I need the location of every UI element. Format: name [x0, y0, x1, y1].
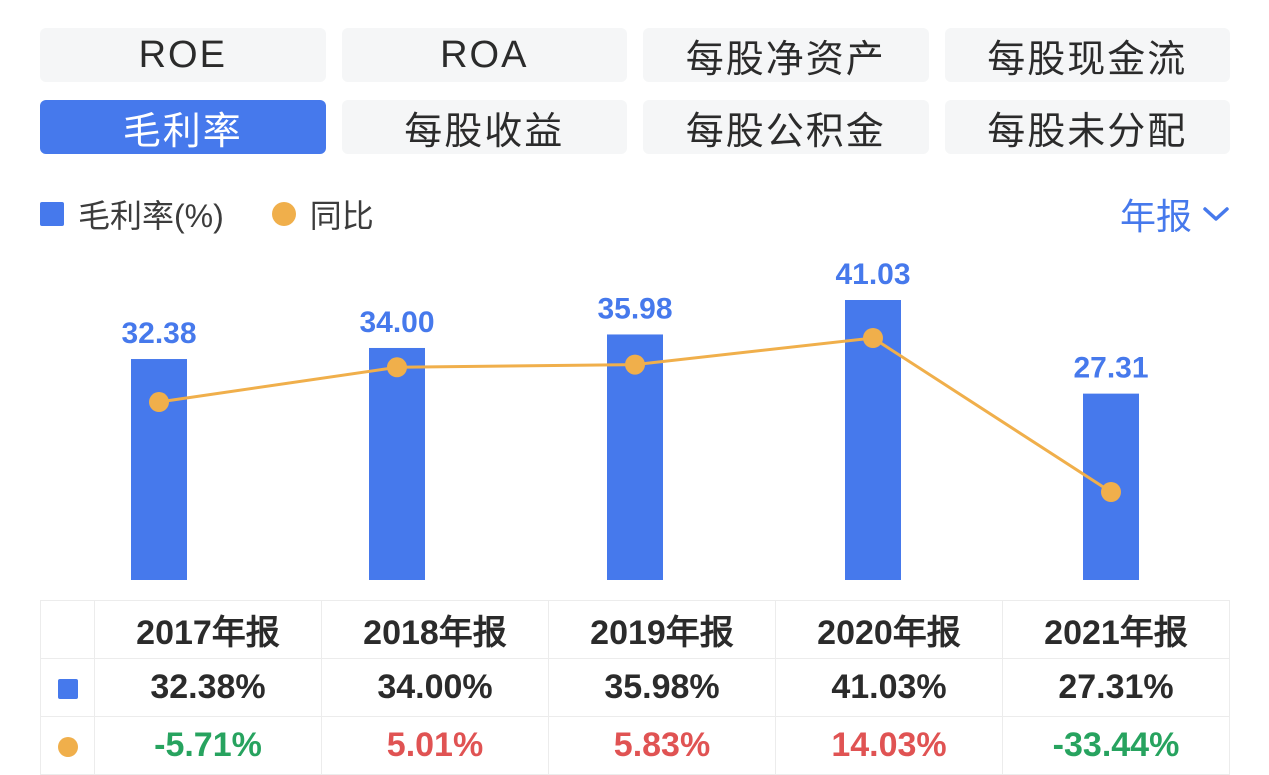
gross-margin-value: 35.98%: [548, 658, 776, 717]
col-header: 2017年报: [94, 600, 322, 659]
period-selector[interactable]: 年报: [1120, 188, 1230, 240]
table-row-yoy: -5.71% 5.01% 5.83% 14.03% -33.44%: [40, 716, 1230, 775]
tab-roe[interactable]: ROE: [40, 28, 326, 82]
chart-legend-row: 毛利率(%) 同比 年报: [40, 188, 1230, 240]
corner-cell: [40, 600, 95, 659]
chart-svg[interactable]: 32.38 34.00 35.98 41.03 27.31: [40, 260, 1230, 590]
tab-gross-margin[interactable]: 毛利率: [40, 100, 326, 154]
gross-margin-value: 27.31%: [1002, 658, 1230, 717]
table-row-gross-margin: 32.38% 34.00% 35.98% 41.03% 27.31%: [40, 658, 1230, 717]
bar-value-label: 32.38: [121, 317, 196, 350]
bar-value-label: 41.03: [835, 260, 910, 291]
row-icon-cell: [40, 658, 95, 717]
yoy-value: -5.71%: [94, 716, 322, 775]
line-series-icon: [57, 737, 78, 758]
yoy-value: 5.83%: [548, 716, 776, 775]
col-header: 2021年报: [1002, 600, 1230, 659]
line-series-swatch-icon: [271, 202, 296, 226]
col-header: 2019年报: [548, 600, 776, 659]
bar: [369, 347, 425, 580]
col-header: 2018年报: [321, 600, 549, 659]
bar-series-icon: [57, 679, 78, 700]
yoy-value: 14.03%: [775, 716, 1003, 775]
yoy-point: [149, 392, 169, 413]
yoy-point: [863, 328, 883, 348]
gross-margin-value: 32.38%: [94, 658, 322, 717]
yoy-point: [1101, 482, 1121, 502]
yoy-value: 5.01%: [321, 716, 549, 775]
gross-margin-value: 34.00%: [321, 658, 549, 717]
bar: [607, 334, 663, 580]
table-header-row: 2017年报 2018年报 2019年报 2020年报 2021年报: [40, 600, 1230, 659]
yoy-point: [387, 357, 407, 378]
tab-capital-reserve-per-share[interactable]: 每股公积金: [643, 100, 929, 154]
period-selector-label: 年报: [1119, 196, 1192, 237]
bar-value-label: 34.00: [359, 306, 434, 339]
tab-net-assets-per-share[interactable]: 每股净资产: [643, 28, 929, 82]
chevron-down-icon: [1203, 207, 1229, 221]
line-series-legend-label: 同比: [309, 198, 374, 234]
bar-value-label: 35.98: [597, 292, 672, 325]
tab-cash-flow-per-share[interactable]: 每股现金流: [944, 28, 1230, 82]
tab-eps[interactable]: 每股收益: [341, 100, 627, 154]
yoy-value: -33.44%: [1002, 716, 1230, 775]
tab-undistributed-per-share[interactable]: 每股未分配: [944, 100, 1230, 154]
tab-roa[interactable]: ROA: [341, 28, 627, 82]
bar-series-legend-label: 毛利率(%): [78, 198, 224, 234]
gross-margin-value: 41.03%: [775, 658, 1003, 717]
col-header: 2020年报: [775, 600, 1003, 659]
yoy-point: [625, 354, 645, 375]
bar-value-label: 27.31: [1073, 352, 1148, 385]
data-table: 2017年报 2018年报 2019年报 2020年报 2021年报 32.38…: [40, 600, 1230, 775]
row-icon-cell: [40, 716, 95, 775]
metric-tabs: ROE ROA 每股净资产 每股现金流 毛利率 每股收益 每股公积金 每股未分配: [40, 28, 1230, 154]
bar-series-swatch-icon: [40, 202, 64, 226]
gross-margin-chart[interactable]: 32.38 34.00 35.98 41.03 27.31: [40, 260, 1230, 590]
